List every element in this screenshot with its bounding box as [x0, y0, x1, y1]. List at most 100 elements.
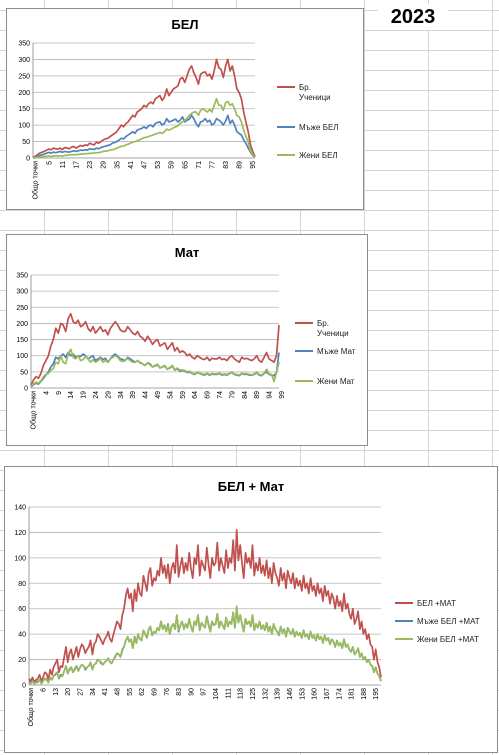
x-tick-label: 54 [167, 391, 174, 399]
x-tick-label: Общо точки [27, 688, 35, 727]
x-tick-label: 83 [176, 688, 183, 696]
y-tick-label: 250 [16, 305, 28, 312]
x-tick-label: 139 [275, 688, 282, 700]
series-line-2 [30, 348, 280, 388]
x-tick-label: 44 [143, 391, 150, 399]
y-tick-label: 300 [18, 57, 30, 64]
series-line-0 [28, 529, 382, 684]
series-line-0 [32, 58, 256, 159]
x-tick-label: 41 [102, 688, 109, 696]
y-tick-label: 350 [16, 273, 28, 280]
y-tick-label: 50 [20, 369, 28, 376]
y-tick-label: 0 [24, 386, 28, 393]
x-tick-label: 59 [180, 391, 187, 399]
y-tick-label: 100 [14, 555, 26, 562]
x-tick-label: 181 [349, 688, 356, 700]
chart-mat[interactable]: Мат 0 50 100 150 200 250 300 350 Общо точки 4 9 14 1… [6, 234, 368, 446]
x-tick-label: 62 [139, 688, 146, 696]
x-tick-label: 153 [299, 688, 306, 700]
x-tick-label: 4 [43, 391, 50, 395]
legend-label: Жени БЕЛ [299, 151, 338, 160]
x-tick-label: 47 [142, 161, 149, 169]
x-tick-label: 27 [78, 688, 85, 696]
x-tick-label: 99 [279, 391, 286, 399]
series-line-0 [30, 312, 280, 386]
x-tick-label: 5 [46, 161, 53, 165]
x-tick-label: 49 [155, 391, 162, 399]
x-tick-label: 69 [205, 391, 212, 399]
x-tick-label: 89 [254, 391, 261, 399]
x-tick-label: 59 [169, 161, 176, 169]
legend-label: Бр. Ученици [317, 319, 349, 338]
y-tick-label: 60 [18, 606, 26, 613]
y-tick-label: 120 [14, 530, 26, 537]
x-tick-label: 35 [114, 161, 121, 169]
legend-label: Бр. Ученици [299, 83, 331, 102]
x-tick-label: 53 [155, 161, 162, 169]
x-tick-label: 24 [93, 391, 100, 399]
x-tick-label: 55 [127, 688, 134, 696]
x-tick-label: 9 [56, 391, 63, 395]
y-tick-label: 0 [22, 683, 26, 690]
chart-bel[interactable]: БЕЛ 0 50 100 150 200 250 300 350 Общо точки 5 11 17… [6, 8, 364, 210]
x-tick-label: 174 [336, 688, 343, 700]
chart-bel-mat[interactable]: БЕЛ + Мат 0 20 40 60 80 100 120 140 Общо точки 6 1… [4, 466, 498, 753]
x-tick-label: 71 [196, 161, 203, 169]
x-tick-label: 146 [287, 688, 294, 700]
x-tick-label: 84 [242, 391, 249, 399]
x-tick-label: Общо точки [29, 391, 37, 430]
x-tick-label: 125 [250, 688, 257, 700]
y-tick-label: 300 [16, 289, 28, 296]
x-tick-label: Общо точки [31, 161, 39, 200]
x-tick-label: 118 [238, 688, 245, 699]
x-tick-label: 23 [87, 161, 94, 169]
y-tick-label: 80 [18, 581, 26, 588]
chart-mat-title: Мат [175, 245, 200, 260]
x-tick-label: 94 [267, 391, 274, 399]
x-tick-label: 83 [223, 161, 230, 169]
x-tick-label: 188 [361, 688, 368, 700]
x-tick-label: 95 [250, 161, 257, 169]
x-tick-label: 29 [101, 161, 108, 169]
x-tick-label: 48 [115, 688, 122, 696]
x-tick-label: 34 [90, 688, 97, 696]
x-tick-label: 97 [201, 688, 208, 696]
y-tick-label: 200 [16, 321, 28, 328]
chart-bel-mat-svg: БЕЛ + Мат 0 20 40 60 80 100 120 140 Общо точки 6 1… [14, 479, 480, 727]
x-tick-label: 104 [213, 688, 220, 700]
x-tick-label: 13 [53, 688, 60, 696]
y-tick-label: 150 [18, 106, 30, 113]
y-tick-label: 0 [26, 156, 30, 163]
legend-label: Жени Мат [317, 377, 355, 386]
chart-bel-svg: БЕЛ 0 50 100 150 200 250 300 350 Общо точки 5 11 17… [18, 17, 339, 200]
x-tick-label: 65 [182, 161, 189, 169]
x-tick-label: 6 [41, 688, 48, 692]
x-tick-label: 64 [192, 391, 199, 399]
x-tick-label: 160 [312, 688, 319, 700]
y-tick-label: 350 [18, 41, 30, 48]
y-tick-label: 100 [18, 123, 30, 130]
series-line-1 [32, 114, 256, 159]
chart-bel-title: БЕЛ [171, 17, 198, 32]
x-tick-label: 29 [105, 391, 112, 399]
legend-label: Мъже БЕЛ [299, 123, 339, 132]
x-tick-label: 74 [217, 391, 224, 399]
series-line-2 [28, 605, 382, 685]
y-tick-label: 100 [16, 353, 28, 360]
chart-bel-mat-title: БЕЛ + Мат [218, 479, 285, 494]
year-cell[interactable]: 2023 [378, 4, 448, 30]
series-line-2 [32, 98, 256, 159]
x-tick-label: 11 [60, 161, 67, 168]
y-tick-label: 250 [18, 73, 30, 80]
x-tick-label: 77 [209, 161, 216, 169]
y-tick-label: 50 [22, 139, 30, 146]
x-tick-label: 132 [262, 688, 269, 700]
x-tick-label: 89 [237, 161, 244, 169]
y-tick-label: 200 [18, 90, 30, 97]
y-tick-label: 20 [18, 657, 26, 664]
x-tick-label: 79 [229, 391, 236, 399]
y-tick-label: 140 [14, 505, 26, 512]
y-tick-label: 40 [18, 632, 26, 639]
legend-label: Мъже БЕЛ +МАТ [417, 617, 480, 626]
